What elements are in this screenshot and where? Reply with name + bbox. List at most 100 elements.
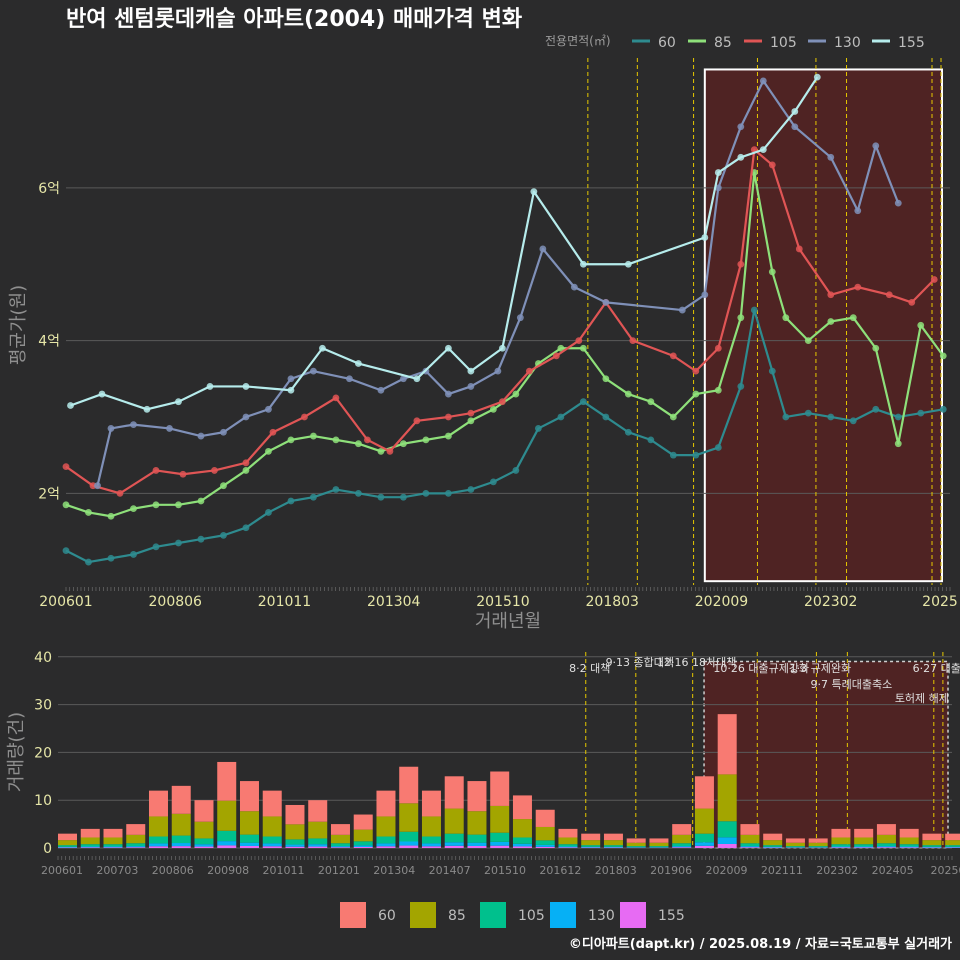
data-point xyxy=(917,409,925,417)
data-point xyxy=(714,386,722,394)
data-point xyxy=(422,489,430,497)
bar-segment-130 xyxy=(490,841,510,846)
data-point xyxy=(130,505,137,513)
policy-annotation: 6·27 대출규제 xyxy=(913,662,960,675)
bar-segment-155 xyxy=(535,846,555,848)
bar-segment-105 xyxy=(126,843,146,847)
legend-title: 전용면적(㎡) xyxy=(545,34,611,48)
bar-segment-130 xyxy=(899,846,919,848)
bar-segment-105 xyxy=(171,835,191,844)
data-point xyxy=(579,260,587,268)
data-point xyxy=(377,493,385,501)
data-point xyxy=(355,360,362,367)
bar-segment-85 xyxy=(285,824,305,840)
x-tick-label: 201304 xyxy=(373,864,415,877)
data-point xyxy=(85,509,92,516)
x-tick-label: 200806 xyxy=(149,594,203,610)
x-tick-label: 202302 xyxy=(804,594,857,610)
data-point xyxy=(498,344,506,352)
legend-label-60: 60 xyxy=(658,35,676,51)
legend-label-130: 130 xyxy=(834,35,861,51)
bar-segment-130 xyxy=(831,846,851,848)
x-axis-title: 거래년월 xyxy=(475,611,541,632)
data-point xyxy=(768,367,776,375)
x-tick-label: 201612 xyxy=(539,864,581,877)
y-tick-label: 0 xyxy=(43,841,52,857)
bar-segment-105 xyxy=(467,834,487,843)
bar-segment-105 xyxy=(217,830,237,842)
bar-segment-130 xyxy=(399,841,419,846)
data-point xyxy=(175,539,182,547)
bar-segment-85 xyxy=(945,840,960,846)
highlight-box-volume xyxy=(703,660,949,849)
bar-segment-60 xyxy=(239,781,259,812)
bar-segment-130 xyxy=(376,843,396,847)
bar-segment-60 xyxy=(603,833,623,841)
bar-segment-60 xyxy=(467,781,487,812)
bar-segment-60 xyxy=(217,761,237,801)
data-point xyxy=(400,493,407,501)
bar-segment-155 xyxy=(103,847,123,848)
bar-segment-85 xyxy=(490,805,510,833)
data-point xyxy=(444,489,452,497)
data-point xyxy=(552,352,560,360)
x-tick-label: 202302 xyxy=(816,864,858,877)
legend-key-155 xyxy=(620,902,646,928)
data-point xyxy=(206,383,214,390)
bar-segment-130 xyxy=(672,846,692,848)
data-point xyxy=(400,440,407,448)
bar-segment-85 xyxy=(672,834,692,844)
data-point xyxy=(759,77,767,85)
data-point xyxy=(827,291,835,299)
bar-segment-105 xyxy=(330,843,350,847)
data-point xyxy=(804,409,812,417)
bar-segment-105 xyxy=(239,834,259,843)
data-point xyxy=(197,497,205,505)
data-point xyxy=(917,321,925,329)
bar-segment-60 xyxy=(694,776,714,809)
x-tick-label: 200703 xyxy=(96,864,138,877)
bar-segment-155 xyxy=(330,847,350,848)
data-point xyxy=(310,493,317,501)
data-point xyxy=(737,383,745,390)
data-point xyxy=(624,260,632,268)
data-point xyxy=(400,375,407,383)
data-point xyxy=(175,501,182,509)
bar-segment-85 xyxy=(899,837,919,845)
legend-key-60 xyxy=(340,902,366,928)
bar-segment-155 xyxy=(239,845,259,848)
bar-segment-105 xyxy=(945,845,960,847)
bar-segment-130 xyxy=(740,846,760,848)
price-chart: 2억 4억 6억 200601 200806 201011 201304 201510 2018… xyxy=(8,58,958,632)
legend-label-155: 155 xyxy=(658,908,685,924)
bar-segment-60 xyxy=(717,714,737,775)
bar-segment-60 xyxy=(581,833,601,841)
bar-segment-130 xyxy=(285,844,305,847)
bar-segment-155 xyxy=(694,845,714,848)
bar-segment-60 xyxy=(876,824,896,835)
bar-segment-60 xyxy=(376,790,396,817)
bar-segment-155 xyxy=(194,846,214,848)
bar-segment-60 xyxy=(444,776,464,809)
data-point xyxy=(444,413,452,421)
bar-segment-155 xyxy=(80,847,100,848)
data-point xyxy=(242,413,250,421)
bar-segment-155 xyxy=(148,846,168,848)
data-point xyxy=(116,489,124,497)
bar-segment-105 xyxy=(581,845,601,847)
data-point xyxy=(287,375,295,383)
data-point xyxy=(287,436,295,444)
bar-segment-85 xyxy=(854,837,874,845)
data-point xyxy=(692,390,700,398)
data-point xyxy=(265,447,272,455)
bar-segment-130 xyxy=(239,842,259,846)
bar-segment-60 xyxy=(285,804,305,825)
bar-segment-105 xyxy=(535,840,555,845)
bar-segment-105 xyxy=(899,844,919,847)
data-point xyxy=(355,489,362,497)
highlight-box xyxy=(703,68,943,583)
bar-segment-130 xyxy=(80,846,100,848)
bar-segment-105 xyxy=(444,833,464,843)
data-point xyxy=(220,428,227,436)
x-tick-label: 200908 xyxy=(207,864,249,877)
